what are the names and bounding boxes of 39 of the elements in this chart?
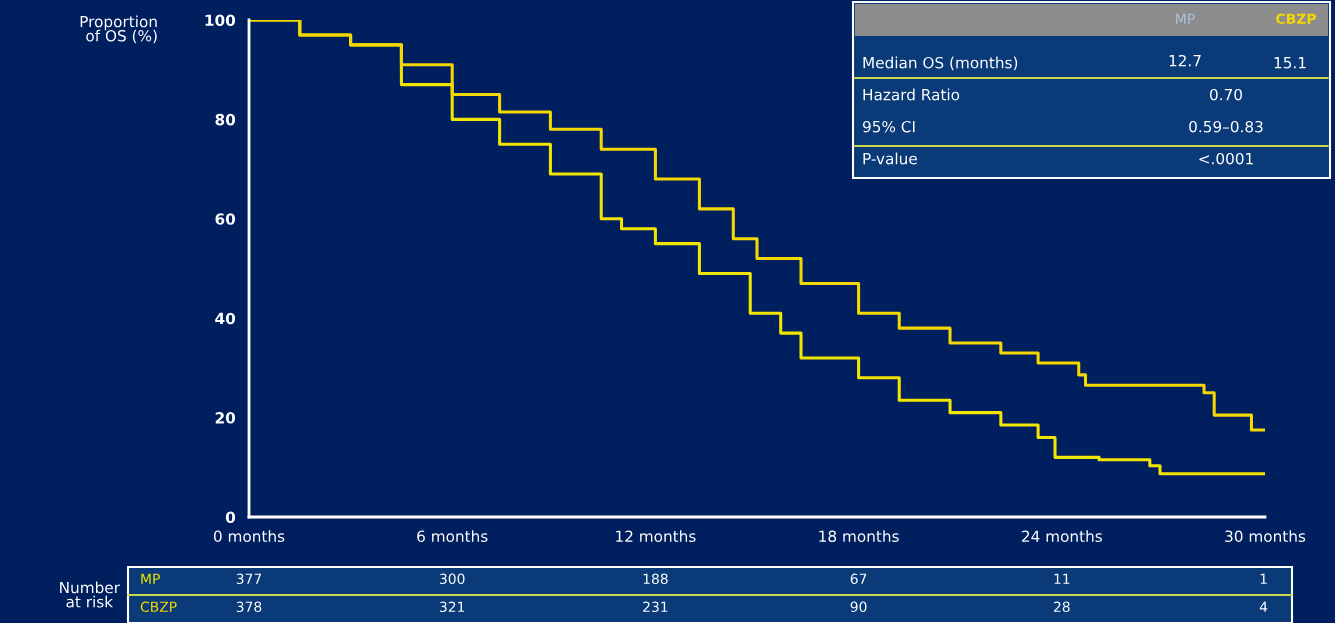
y-tick-label: 0 xyxy=(225,511,236,524)
text: 188 xyxy=(643,573,668,585)
text: 4 xyxy=(1259,601,1268,612)
text: CBZP xyxy=(140,601,177,613)
annotation: MP xyxy=(1176,13,1195,24)
x-tick-label: 24 months xyxy=(1022,530,1102,543)
text: 11 xyxy=(1054,573,1070,584)
text: 67 xyxy=(850,573,867,585)
text: 378 xyxy=(236,601,262,613)
y-tick-label: 80 xyxy=(215,113,236,126)
y-tick-label: 20 xyxy=(215,412,236,424)
text: 321 xyxy=(440,601,465,613)
y-tick-label: 40 xyxy=(215,312,236,325)
text: 90 xyxy=(850,601,867,613)
y-tick-label: 60 xyxy=(215,213,236,225)
text: 28 xyxy=(1053,601,1070,613)
x-tick-label: 12 months xyxy=(616,530,696,543)
text: CBZP xyxy=(1276,13,1316,25)
annotation: 95% CI xyxy=(862,120,915,133)
text: Number at risk xyxy=(60,581,120,608)
x-tick-label: 0 months xyxy=(213,530,285,543)
text: 300 xyxy=(440,573,465,585)
y-tick-label: 100 xyxy=(205,14,236,27)
x-tick-label: 18 months xyxy=(819,530,899,543)
annotation: P-value xyxy=(863,152,917,165)
text: MP xyxy=(141,573,160,584)
annotation: 0.59–0.83 xyxy=(1189,120,1263,133)
annotation: Median OS (months) xyxy=(863,56,1018,71)
text: 377 xyxy=(236,573,262,585)
text: 231 xyxy=(643,601,668,613)
annotation: 12.7 xyxy=(1169,54,1201,67)
text: 1 xyxy=(1260,573,1267,584)
annotation: <.0001 xyxy=(1199,152,1253,165)
text: 15.1 xyxy=(1274,57,1306,69)
annotation: 0.70 xyxy=(1210,88,1242,101)
y-axis-title: Proportion of OS (%) xyxy=(80,15,157,44)
annotation: Hazard Ratio xyxy=(863,88,960,101)
x-tick-label: 30 months xyxy=(1225,530,1306,543)
x-tick-label: 6 months xyxy=(417,530,488,543)
